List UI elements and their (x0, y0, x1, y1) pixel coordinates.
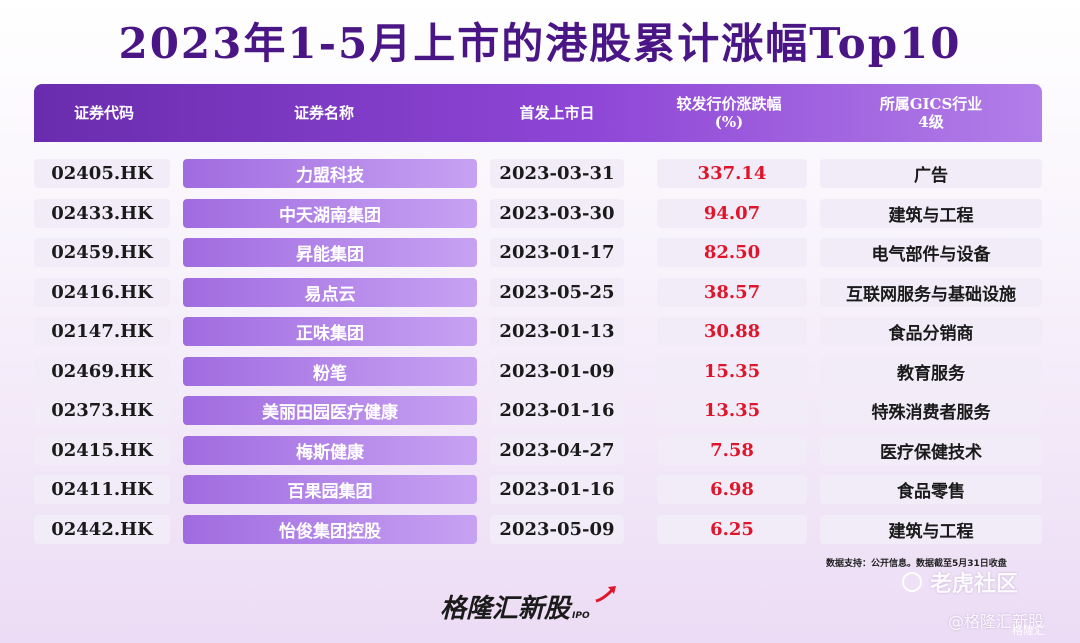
data-source-note: 数据支持：公开信息。数据截至5月31日收盘 (826, 559, 1007, 569)
community-watermark: 老虎社区 (902, 566, 1018, 598)
tiger-paw-icon (902, 572, 922, 592)
cell-gain: 82.50 (657, 238, 807, 267)
cell-name: 粉笔 (183, 356, 477, 386)
cell-code: 02433.HK (34, 198, 170, 228)
cell-gain: 337.14 (657, 159, 807, 188)
brand-tag: IPO (572, 611, 590, 621)
cell-name: 中天湖南集团 (183, 198, 477, 228)
rising-arrow-icon (595, 586, 616, 603)
header-date: 首发上市日 (519, 104, 595, 122)
cell-industry: 建筑与工程 (820, 514, 1042, 544)
cell-name: 梅斯健康 (183, 435, 477, 465)
cell-gain: 6.98 (657, 475, 807, 504)
cell-date: 2023-01-16 (490, 396, 624, 425)
cell-code: 02415.HK (34, 435, 170, 465)
header-name: 证券名称 (293, 104, 354, 122)
cell-code: 02469.HK (34, 356, 170, 386)
cell-gain: 6.25 (657, 514, 807, 544)
community-watermark-text: 老虎社区 (930, 572, 1019, 597)
page-title: 2023年1-5月上市的港股累计涨幅Top10 (118, 19, 962, 68)
handle-watermark: @格隆汇新股 (948, 612, 1045, 631)
header-code: 证券代码 (73, 104, 134, 122)
cell-date: 2023-04-27 (490, 435, 624, 465)
cell-name: 易点云 (183, 277, 477, 307)
cell-industry: 医疗保健技术 (820, 435, 1042, 465)
header-industry: 所属GICS行业 4级 (820, 84, 1042, 142)
cell-code: 02373.HK (34, 396, 170, 425)
cell-date: 2023-01-17 (490, 238, 624, 267)
cell-name: 正味集团 (183, 317, 477, 346)
cell-code: 02416.HK (34, 277, 170, 307)
header-industry-label: 所属GICS行业 (879, 95, 983, 113)
small-watermark: 格隆汇 (1012, 624, 1045, 637)
cell-gain: 94.07 (657, 198, 807, 228)
cell-date: 2023-05-09 (490, 514, 624, 544)
table-header: 证券代码 证券名称 首发上市日 较发行价涨跌幅 (%) 所属GICS行业 4级 (34, 84, 1042, 142)
cell-code: 02405.HK (34, 159, 170, 188)
cell-code: 02442.HK (34, 514, 170, 544)
cell-name: 美丽田园医疗健康 (183, 396, 477, 425)
brand-logo: 格隆汇新股 IPO (440, 588, 590, 625)
cell-gain: 13.35 (657, 396, 807, 425)
cell-gain: 7.58 (657, 435, 807, 465)
cell-date: 2023-03-30 (490, 198, 624, 228)
header-gain: 较发行价涨跌幅 (%) (654, 84, 804, 142)
cell-date: 2023-01-16 (490, 475, 624, 504)
cell-name: 力盟科技 (183, 159, 477, 188)
cell-industry: 建筑与工程 (820, 198, 1042, 228)
cell-name: 昇能集团 (183, 238, 477, 267)
cell-gain: 30.88 (657, 317, 807, 346)
cell-industry: 特殊消费者服务 (820, 396, 1042, 425)
cell-gain: 38.57 (657, 277, 807, 307)
header-gain-unit: (%) (714, 113, 744, 131)
header-gain-label: 较发行价涨跌幅 (676, 95, 782, 113)
cell-industry: 广告 (820, 159, 1042, 188)
cell-date: 2023-01-09 (490, 356, 624, 386)
cell-industry: 教育服务 (820, 356, 1042, 386)
cell-industry: 食品零售 (820, 475, 1042, 504)
brand-name: 格隆汇新股 (440, 594, 571, 624)
cell-industry: 互联网服务与基础设施 (820, 277, 1042, 307)
cell-date: 2023-01-13 (490, 317, 624, 346)
cell-industry: 电气部件与设备 (820, 238, 1042, 267)
cell-name: 百果园集团 (183, 475, 477, 504)
cell-industry: 食品分销商 (820, 317, 1042, 346)
cell-date: 2023-03-31 (490, 159, 624, 188)
cell-name: 怡俊集团控股 (183, 514, 477, 544)
cell-gain: 15.35 (657, 356, 807, 386)
cell-code: 02411.HK (34, 475, 170, 504)
cell-date: 2023-05-25 (490, 277, 624, 307)
header-industry-level: 4级 (918, 113, 944, 131)
cell-code: 02459.HK (34, 238, 170, 267)
cell-code: 02147.HK (34, 317, 170, 346)
